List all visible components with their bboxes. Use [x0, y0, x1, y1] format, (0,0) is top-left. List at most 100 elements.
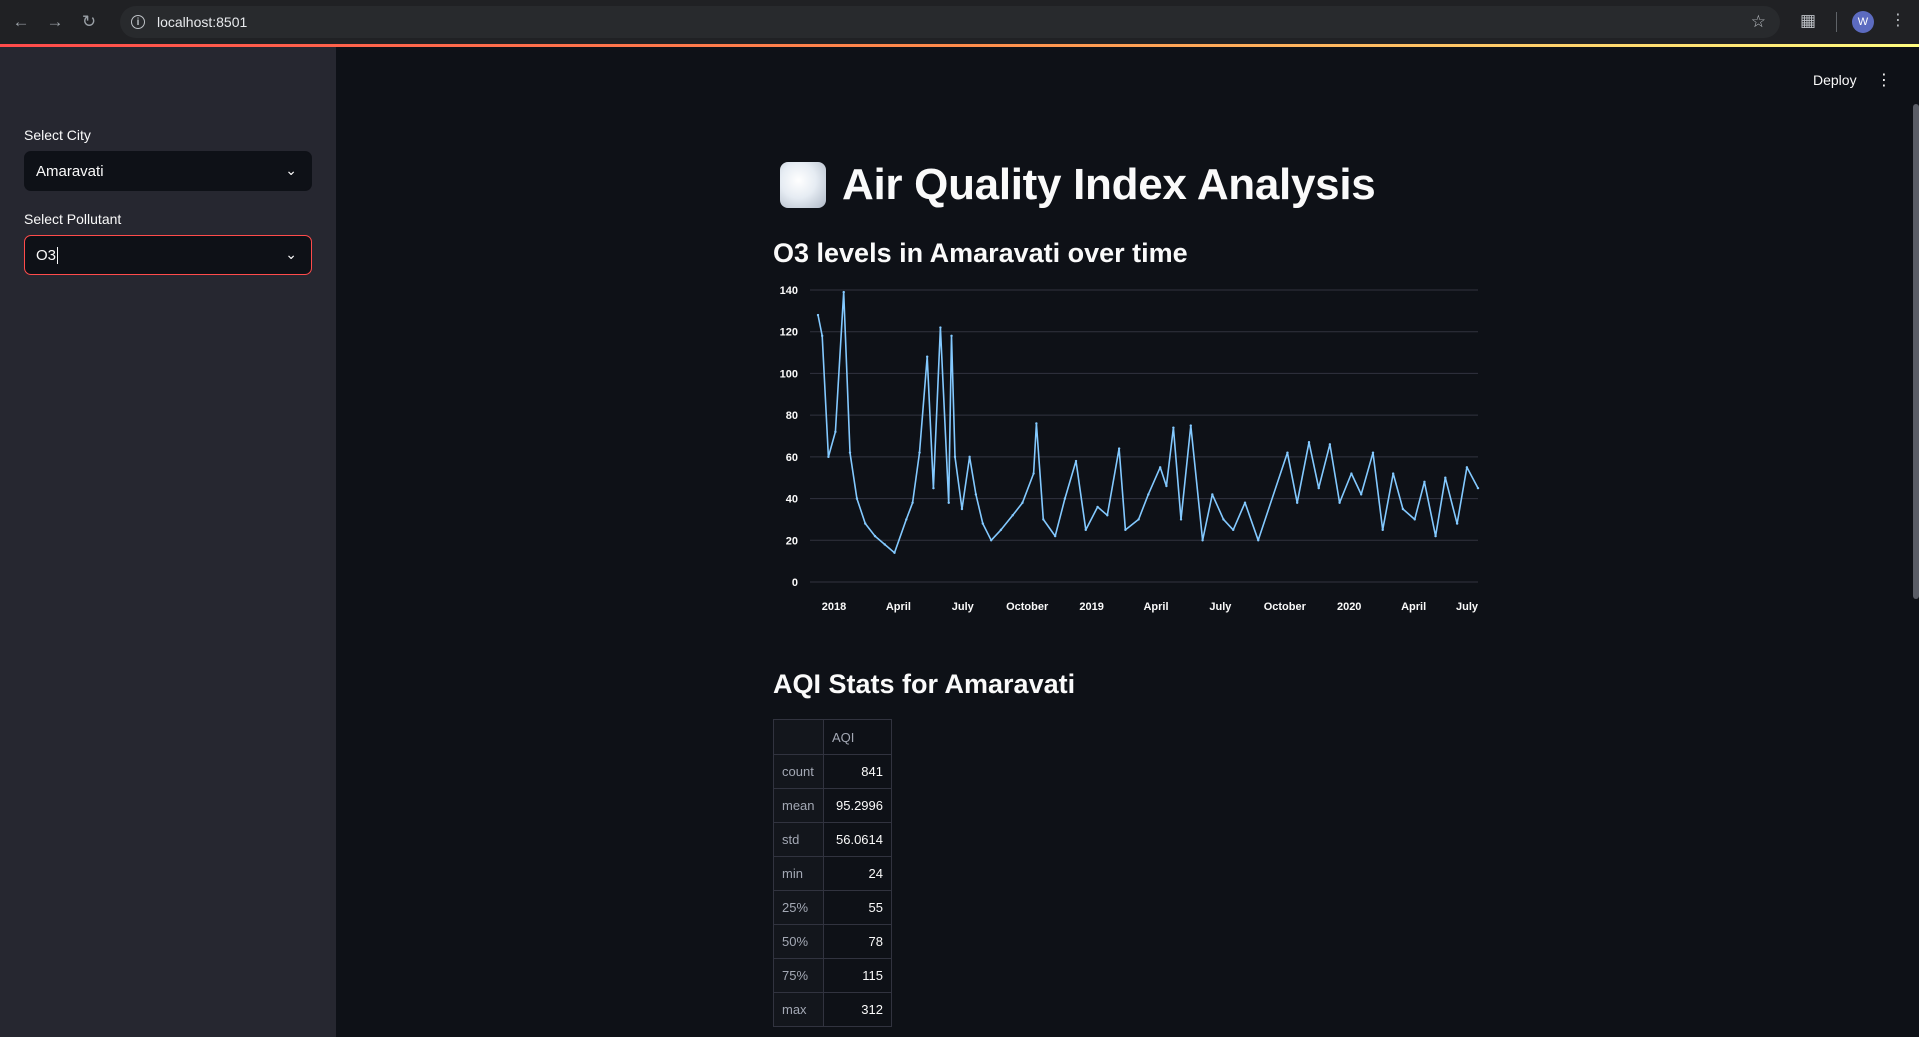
row-label: count [773, 754, 824, 789]
data-point [925, 355, 929, 358]
city-select[interactable]: Amaravati ⌄ [24, 151, 312, 191]
row-label: std [773, 822, 824, 857]
pollutant-select-label: Select Pollutant [24, 211, 122, 227]
address-bar[interactable]: i localhost:8501 ☆ [120, 6, 1780, 38]
data-point [1124, 528, 1127, 532]
y-tick-label: 0 [792, 577, 798, 589]
data-point [981, 522, 985, 525]
series-line [817, 291, 1479, 554]
data-point [1032, 472, 1035, 475]
scrollbar[interactable] [1913, 104, 1919, 599]
data-point [999, 528, 1003, 532]
data-point [1189, 424, 1192, 427]
text-cursor [57, 246, 59, 264]
row-value: 55 [823, 890, 892, 925]
city-select-label: Select City [24, 127, 91, 143]
data-point [1257, 539, 1260, 542]
row-value: 841 [823, 754, 892, 789]
cloud-icon [780, 162, 826, 208]
browser-menu-icon[interactable]: ⋮ [1890, 12, 1906, 29]
data-point [855, 497, 859, 500]
y-tick-label: 40 [786, 494, 798, 506]
data-point [968, 455, 971, 459]
data-point [1231, 528, 1235, 532]
x-tick-label: July [1209, 601, 1232, 613]
page-title: Air Quality Index Analysis [780, 160, 1376, 210]
reload-icon[interactable]: ↻ [81, 12, 97, 31]
row-value: 24 [823, 856, 892, 891]
chevron-down-icon: ⌄ [285, 162, 297, 178]
stats-table[interactable]: AQI count 841 mean 95.2996 std 56.0614 min 24 25… [773, 719, 892, 1027]
data-point [816, 313, 820, 317]
o3-line-chart[interactable]: 0 20 40 60 80 100 120 140 2018 April July October 20… [770, 282, 1482, 628]
data-point [1413, 518, 1416, 521]
row-value: 78 [823, 924, 892, 959]
x-tick-label: July [1456, 601, 1479, 613]
x-tick-label: October [1264, 601, 1307, 613]
sidebar: Select City Amaravati ⌄ Select Pollutant… [0, 47, 336, 1037]
data-point [947, 501, 950, 504]
forward-icon[interactable]: → [46, 12, 64, 31]
y-tick-label: 120 [780, 327, 798, 339]
site-info-icon[interactable]: i [131, 15, 145, 29]
data-point [974, 493, 978, 496]
x-tick-label: April [886, 601, 911, 613]
table-row: count 841 [773, 754, 892, 789]
data-point [1476, 486, 1480, 490]
back-icon[interactable]: ← [12, 12, 30, 31]
extensions-icon[interactable]: ▦ [1800, 11, 1817, 30]
data-point [950, 334, 953, 338]
profile-avatar[interactable]: W [1852, 11, 1874, 33]
data-point [1391, 472, 1395, 475]
x-tick-label: 2020 [1337, 601, 1361, 613]
data-point [1371, 451, 1375, 454]
data-point [1172, 426, 1175, 429]
x-tick-label: October [1006, 601, 1049, 613]
row-label: 50% [773, 924, 824, 959]
table-row: min 24 [773, 856, 892, 891]
row-label: min [773, 856, 824, 891]
data-point [953, 455, 957, 459]
data-point [1035, 422, 1038, 425]
data-point [1423, 480, 1426, 484]
deploy-button[interactable]: Deploy [1813, 72, 1857, 88]
x-tick-label: April [1401, 601, 1426, 613]
data-point [1444, 476, 1447, 479]
table-row: std 56.0614 [773, 822, 892, 857]
pollutant-select[interactable]: O3 ⌄ [24, 235, 312, 275]
data-point [1465, 466, 1469, 469]
url-text[interactable]: localhost:8501 [157, 14, 248, 30]
data-point [1401, 507, 1405, 511]
data-point [1243, 501, 1247, 504]
main-menu-icon[interactable]: ⋮ [1876, 72, 1892, 89]
data-point [1455, 522, 1459, 525]
city-select-value: Amaravati [36, 162, 104, 180]
row-label: max [773, 992, 824, 1027]
table-row: 50% 78 [773, 924, 892, 959]
browser-toolbar: ← → ↻ i localhost:8501 ☆ ▦ W ⋮ [0, 0, 1919, 44]
pollutant-select-value: O3 [36, 246, 57, 264]
y-tick-label: 140 [780, 285, 798, 297]
data-point [1147, 493, 1150, 496]
x-tick-label: 2018 [822, 601, 846, 613]
data-point [1295, 501, 1299, 504]
x-tick-label: 2019 [1079, 601, 1103, 613]
data-point [1137, 518, 1140, 521]
data-point [1042, 518, 1045, 521]
row-label: mean [773, 788, 824, 823]
data-point [893, 551, 896, 554]
chevron-down-icon: ⌄ [285, 246, 297, 262]
data-point [1053, 534, 1057, 538]
bookmark-star-icon[interactable]: ☆ [1750, 12, 1766, 31]
app-header-decoration [0, 44, 1919, 47]
table-corner-cell [773, 719, 824, 755]
data-point [960, 507, 964, 511]
table-row: max 312 [773, 992, 892, 1027]
table-row: 25% 55 [773, 890, 892, 925]
data-point [1117, 447, 1121, 450]
data-point [1096, 505, 1099, 509]
data-point [1074, 459, 1078, 463]
toolbar-divider [1836, 12, 1837, 32]
data-point [1307, 441, 1311, 444]
data-point [1179, 518, 1183, 521]
